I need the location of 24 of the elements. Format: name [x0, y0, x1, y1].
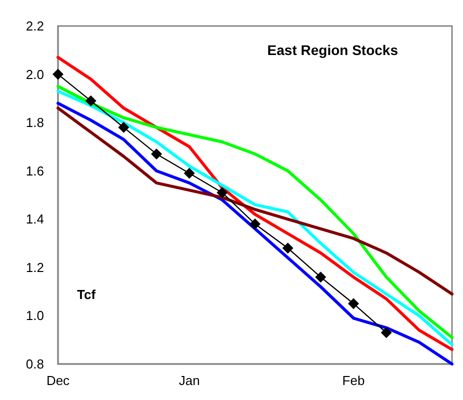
x-tick-label: Dec	[46, 373, 70, 388]
y-axis-title: Tcf	[77, 287, 96, 302]
text: East Region Stocks	[267, 42, 398, 58]
point	[151, 148, 162, 160]
x-tick-label: Jan	[178, 373, 200, 388]
point	[184, 168, 195, 179]
y-tick-label: 1.8	[26, 115, 44, 130]
y-tick-label: 1.4	[26, 212, 44, 227]
point	[52, 68, 64, 80]
point	[118, 122, 130, 133]
y-tick-label: 2.2	[26, 18, 44, 34]
point	[216, 187, 228, 198]
y-tick-label: 2.0	[26, 66, 44, 82]
point	[348, 298, 359, 310]
point	[282, 242, 294, 254]
y-tick-label: 1.0	[26, 308, 44, 324]
x-tick-label: Feb	[342, 373, 365, 388]
point	[315, 272, 326, 283]
y-tick-label: 1.2	[26, 260, 44, 275]
y-tick-label: 0.8	[26, 356, 44, 372]
point	[380, 327, 392, 338]
point	[250, 218, 260, 230]
point	[85, 95, 96, 106]
y-tick-label: 1.6	[26, 163, 44, 178]
